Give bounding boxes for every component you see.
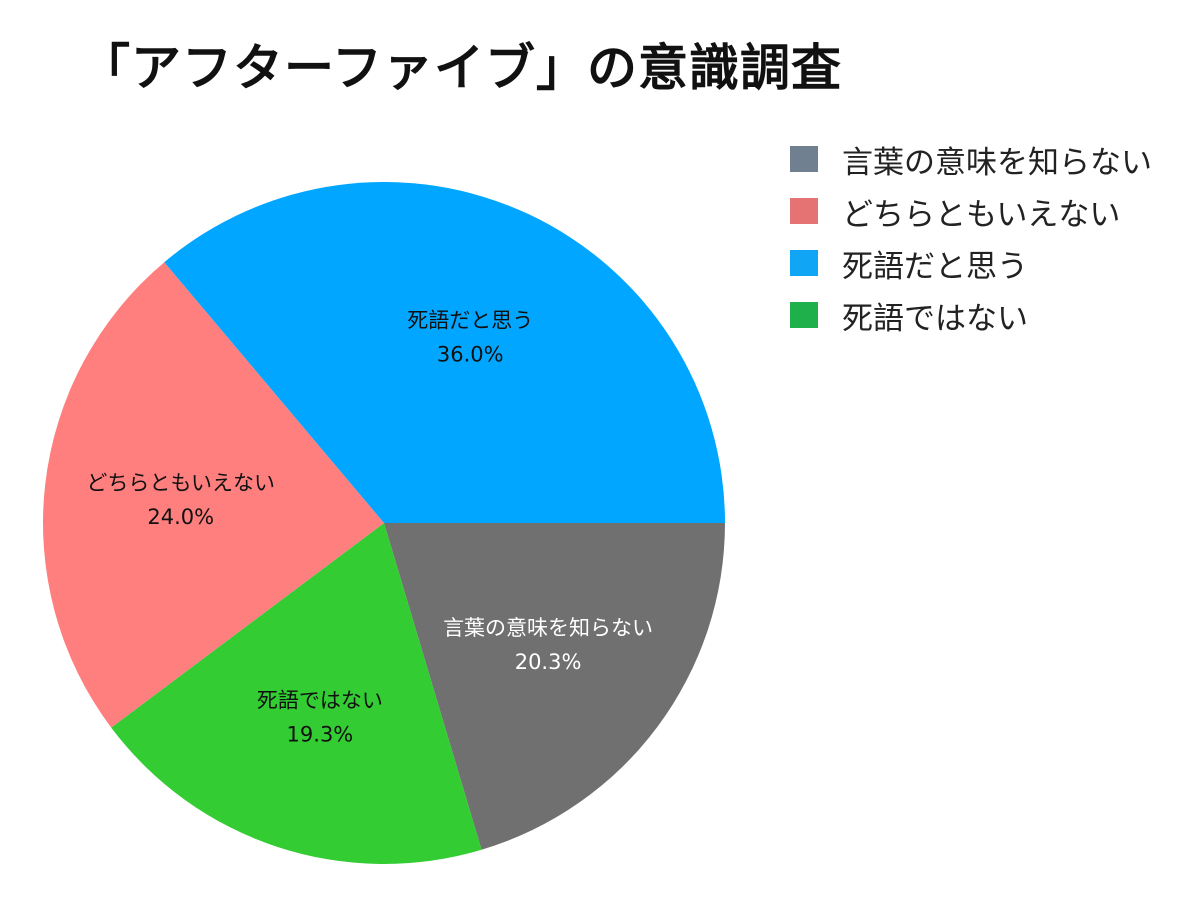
pie-slice (43, 262, 385, 728)
slice-name-label: 死語だと思う (407, 308, 533, 332)
pie-slice (164, 181, 725, 523)
chart-title: 「アフターファイブ」の意識調査 (80, 39, 842, 97)
slice-name-label: どちらともいえない (86, 471, 275, 495)
legend-swatch (790, 250, 818, 276)
legend-swatch (790, 302, 818, 328)
legend-swatch (790, 146, 818, 172)
legend-label: どちらともいえない (842, 196, 1121, 233)
legend-item: どちらともいえない (790, 185, 1152, 237)
legend-item: 死語ではない (790, 289, 1152, 341)
legend-label: 死語ではない (842, 300, 1028, 337)
pie-slice (384, 523, 725, 850)
slice-name-label: 死語ではない (257, 688, 383, 712)
legend-label: 言葉の意味を知らない (842, 144, 1152, 181)
slice-value-label: 19.3% (287, 722, 354, 746)
slice-value-label: 24.0% (147, 505, 214, 529)
legend-item: 死語だと思う (790, 237, 1152, 289)
legend-label: 死語だと思う (842, 248, 1028, 285)
slice-name-label: 言葉の意味を知らない (443, 616, 653, 640)
slice-value-label: 36.0% (437, 342, 504, 366)
pie-slice (111, 523, 482, 865)
legend-item: 言葉の意味を知らない (790, 133, 1152, 185)
legend-swatch (790, 198, 818, 224)
legend: 言葉の意味を知らない どちらともいえない 死語だと思う 死語ではない (790, 133, 1152, 341)
slice-value-label: 20.3% (515, 650, 582, 674)
